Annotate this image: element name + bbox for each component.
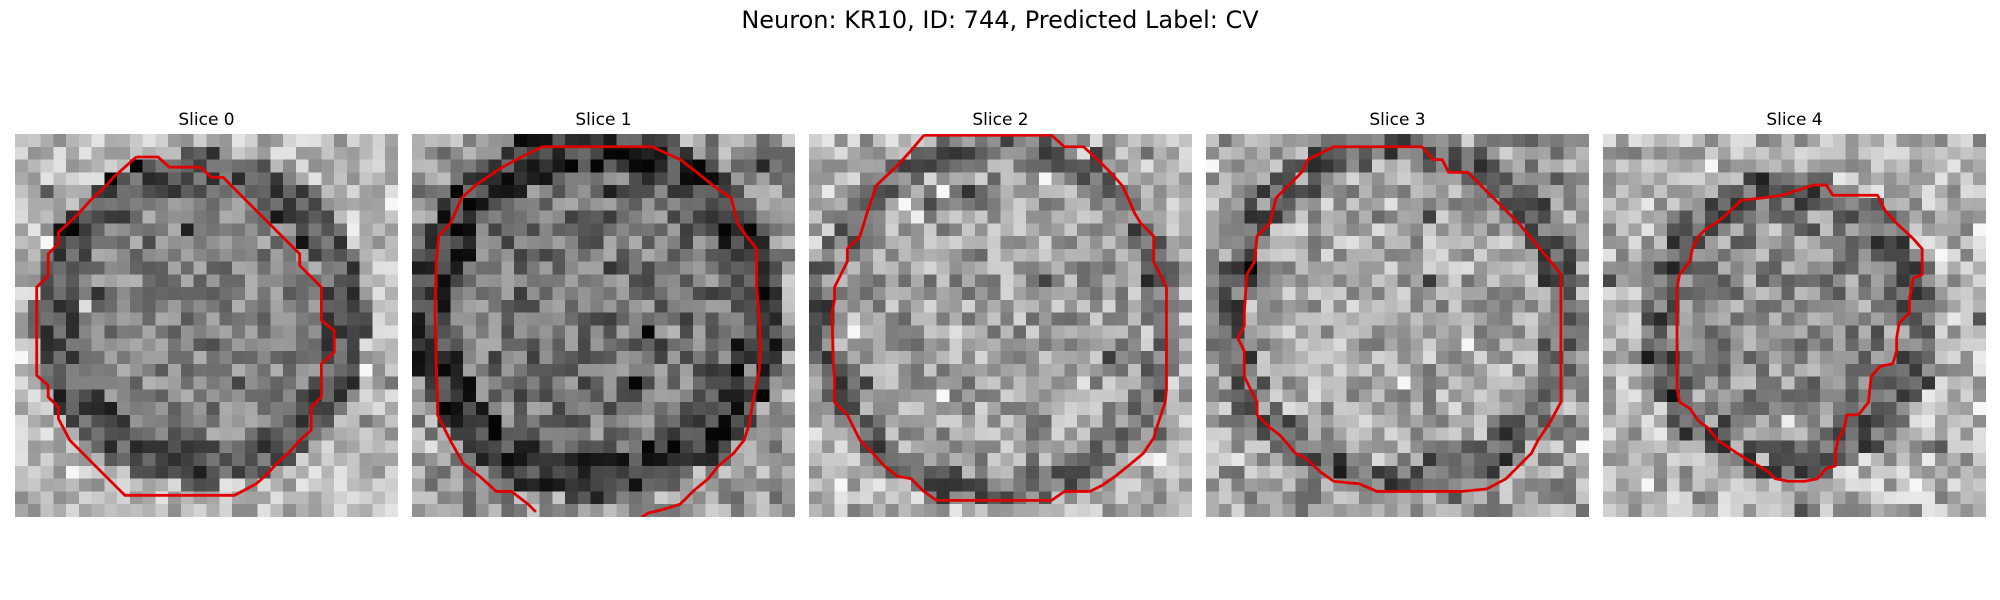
grayscale-pixel-grid (1206, 134, 1589, 517)
slice-title: Slice 1 (575, 110, 632, 130)
slice-title: Slice 0 (178, 110, 235, 130)
roi-contour (1675, 183, 1924, 483)
slice-title: Slice 4 (1766, 110, 1823, 130)
roi-contour (830, 134, 1168, 502)
grayscale-pixel-grid (15, 134, 398, 517)
slice-image (1206, 134, 1589, 517)
roi-contour (433, 145, 762, 517)
roi-contour (1236, 145, 1563, 493)
slice-image (809, 134, 1192, 517)
slice-image (1603, 134, 1986, 517)
grayscale-pixel-grid (1603, 134, 1986, 517)
slice-panel: Slice 1 (412, 108, 795, 517)
slice-panel: Slice 0 (15, 108, 398, 517)
grayscale-pixel-grid (412, 134, 795, 517)
slice-panel: Slice 3 (1206, 108, 1589, 517)
figure-title: Neuron: KR10, ID: 744, Predicted Label: … (741, 6, 1259, 34)
grayscale-pixel-grid (809, 134, 1192, 517)
slice-panel: Slice 2 (809, 108, 1192, 517)
slice-image (15, 134, 398, 517)
slice-image (412, 134, 795, 517)
slice-title: Slice 3 (1369, 110, 1426, 130)
slice-title: Slice 2 (972, 110, 1029, 130)
slice-panel: Slice 4 (1603, 108, 1986, 517)
roi-contour (35, 155, 336, 497)
